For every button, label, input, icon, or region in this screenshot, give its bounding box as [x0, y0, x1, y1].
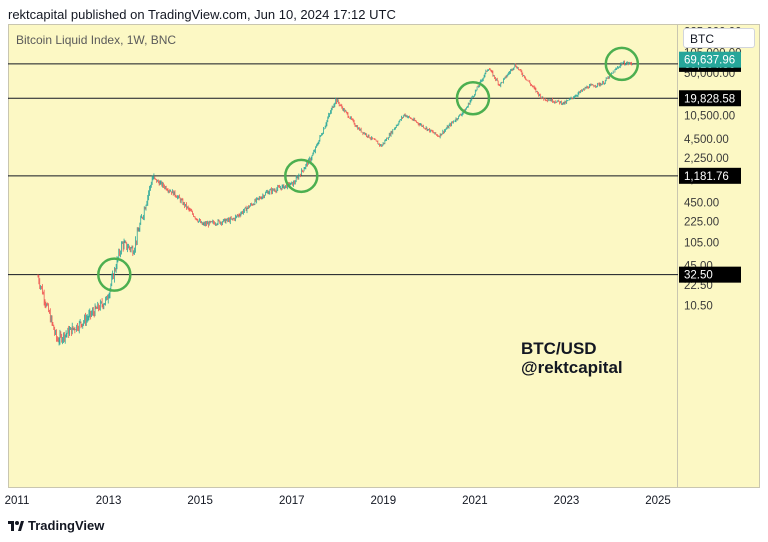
highlight-circle [455, 81, 491, 116]
level-price-tag: 32.50 [679, 266, 741, 283]
level-tag-bg [679, 266, 741, 283]
watermark-handle: @rektcapital [521, 358, 623, 377]
time-axis-tick: 2015 [187, 495, 213, 507]
time-axis-tick: 2017 [279, 495, 305, 507]
level-tag-label: 19,828.58 [684, 93, 735, 105]
symbol-search-box[interactable]: BTC [683, 28, 755, 48]
level-tag-label: 1,181.76 [684, 171, 729, 183]
current-tag-label: 69,637.96 [684, 55, 735, 67]
tradingview-brand: TradingView [28, 518, 105, 533]
level-tag-label: 32.50 [684, 270, 713, 282]
price-axis-tick: 10,500.00 [684, 111, 735, 123]
highlight-circle [97, 257, 132, 292]
highlight-circle [284, 158, 319, 194]
time-axis-tick: 2011 [5, 495, 30, 507]
series-title: Bitcoin Liquid Index, 1W, BNC [16, 33, 177, 47]
watermark-pair: BTC/USD [521, 339, 597, 358]
time-axis-tick: 2013 [96, 495, 122, 507]
level-price-tag: 1,181.76 [679, 167, 741, 184]
time-axis-tick: 2023 [554, 495, 580, 507]
price-axis-tick: 450.00 [684, 197, 719, 209]
publisher-line: rektcapital published on TradingView.com… [8, 7, 396, 22]
level-price-tag: 19,828.58 [679, 90, 741, 107]
current-price-tag: 69,637.96 [679, 51, 741, 68]
price-axis-tick: 105.00 [684, 237, 719, 249]
price-axis-tick: 4,500.00 [684, 134, 729, 146]
tradingview-mark-icon [8, 520, 24, 531]
tradingview-logo[interactable]: TradingView [8, 518, 104, 533]
level-tag-bg [679, 167, 741, 184]
price-axis-tick: 10.50 [684, 301, 713, 313]
time-axis[interactable] [8, 488, 678, 510]
highlight-circle [604, 46, 640, 82]
price-axis-tick: 225.00 [684, 216, 719, 228]
current-tag-bg [679, 51, 741, 68]
author-watermark: BTC/USD @rektcapital [521, 339, 623, 377]
time-axis-tick: 2019 [371, 495, 397, 507]
time-axis-tick: 2021 [462, 495, 488, 507]
level-tag-bg [679, 90, 741, 107]
price-axis-tick: 22.50 [684, 280, 713, 292]
price-axis-tick: 2,250.00 [684, 153, 729, 165]
time-axis-tick: 2025 [645, 495, 671, 507]
